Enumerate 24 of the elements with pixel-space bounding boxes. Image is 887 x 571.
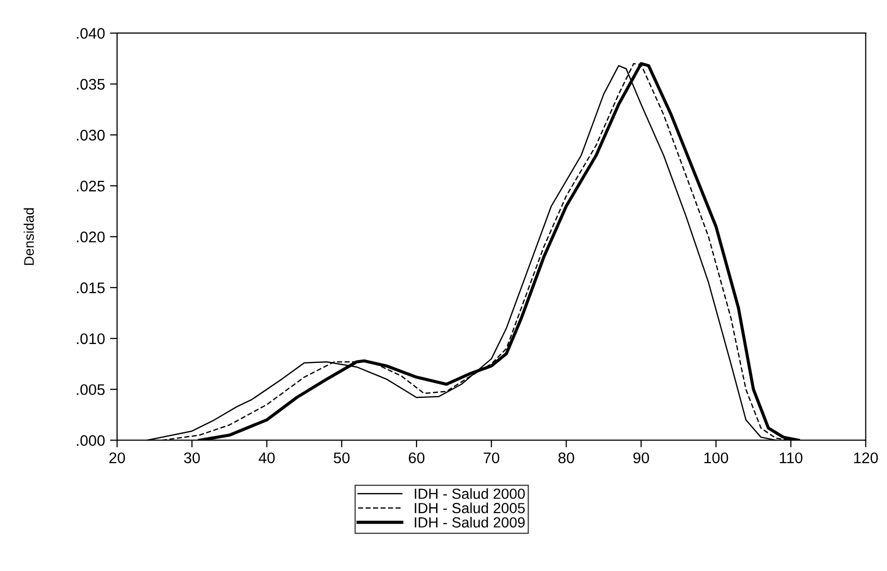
y-tick-label: .015 [76, 282, 105, 294]
x-tick-label: 90 [633, 452, 650, 464]
x-tick-label: 20 [109, 452, 125, 464]
y-tick-label: .040 [76, 28, 105, 39]
legend-label: IDH - Salud 2009 [414, 516, 525, 528]
y-tick-label: .025 [76, 180, 105, 192]
x-tick-label: 70 [484, 452, 500, 464]
x-tick-label: 60 [408, 452, 424, 464]
y-tick-label: .035 [76, 78, 105, 90]
legend-label: IDH - Salud 2005 [414, 502, 525, 514]
x-tick-label: 120 [854, 452, 878, 464]
x-tick-label: 110 [780, 452, 802, 464]
y-tick-label: .030 [76, 130, 105, 141]
x-tick-label: 100 [704, 452, 728, 464]
x-tick-label: 40 [258, 452, 275, 464]
y-tick-label: .020 [76, 232, 105, 242]
y-axis-title: Densidad [24, 208, 34, 265]
y-tick-label: .000 [76, 435, 105, 446]
x-tick-label: 30 [184, 452, 200, 464]
x-tick-label: 80 [558, 452, 574, 464]
y-tick-label: .005 [76, 384, 105, 396]
x-tick-label: 50 [334, 452, 350, 464]
y-tick-label: .010 [76, 333, 105, 344]
legend-label: IDH - Salud 2000 [414, 488, 525, 499]
